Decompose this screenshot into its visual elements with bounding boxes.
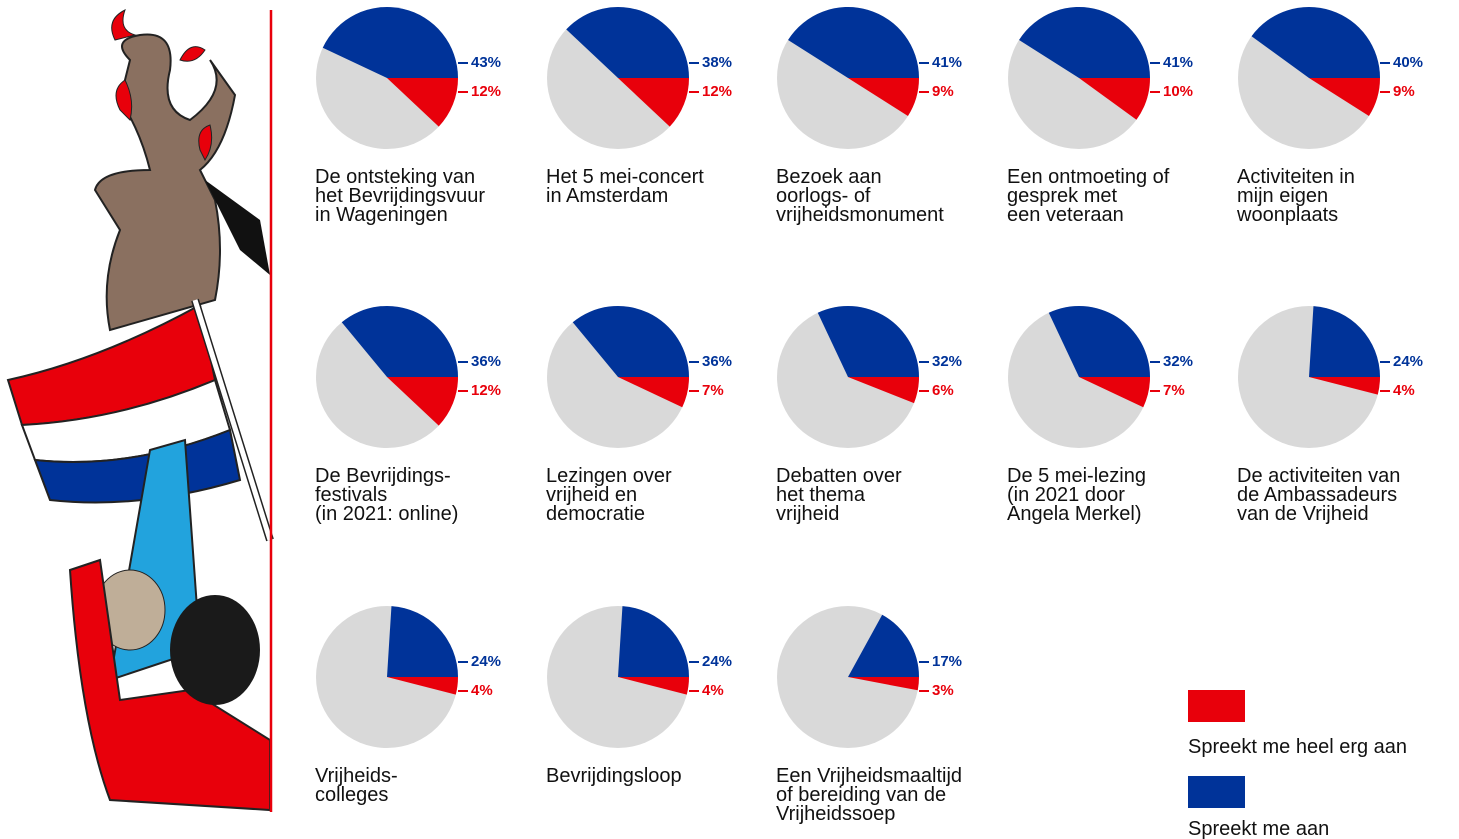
legend-label: Spreekt me aan xyxy=(1188,818,1329,839)
legend-label: Spreekt me heel erg aan xyxy=(1188,736,1407,759)
category-label: Een Vrijheidsmaaltijd of bereiding van d… xyxy=(776,767,986,824)
value-label: 4% xyxy=(1393,382,1415,399)
illustration xyxy=(8,10,270,810)
category-label: Een ontmoeting of gesprek met een vetera… xyxy=(1007,168,1217,225)
value-label: 36% xyxy=(471,353,501,370)
category-label: Het 5 mei-concert in Amsterdam xyxy=(546,168,756,206)
category-label: Activiteiten in mijn eigen woonplaats xyxy=(1237,168,1447,225)
legend-swatch xyxy=(1188,690,1245,722)
category-label: Bezoek aan oorlogs- of vrijheidsmonument xyxy=(776,168,986,225)
value-label: 40% xyxy=(1393,54,1423,71)
value-label: 10% xyxy=(1163,83,1193,100)
chart: 43% 12% 38% 12% 41% 9% 41% 10% 40% 9% 36% 12% 36% 7% 3… xyxy=(0,0,1459,839)
value-label: 4% xyxy=(471,682,493,699)
value-label: 32% xyxy=(932,353,962,370)
category-label: De ontsteking van het Bevrijdingsvuur in… xyxy=(315,168,525,225)
pie-slice xyxy=(618,606,689,677)
value-label: 24% xyxy=(471,653,501,670)
value-label: 43% xyxy=(471,54,501,71)
value-label: 12% xyxy=(702,83,732,100)
pie-slice xyxy=(387,606,458,677)
value-label: 4% xyxy=(702,682,724,699)
category-label: Lezingen over vrijheid en democratie xyxy=(546,467,756,524)
value-label: 7% xyxy=(1163,382,1185,399)
value-label: 6% xyxy=(932,382,954,399)
category-label: Vrijheids- colleges xyxy=(315,767,525,805)
value-label: 9% xyxy=(932,83,954,100)
page: 43% 12% 38% 12% 41% 9% 41% 10% 40% 9% 36% 12% 36% 7% 3… xyxy=(0,0,1459,839)
value-label: 17% xyxy=(932,653,962,670)
value-label: 38% xyxy=(702,54,732,71)
category-label: Bevrijdingsloop xyxy=(546,767,756,786)
value-label: 24% xyxy=(1393,353,1423,370)
value-label: 36% xyxy=(702,353,732,370)
pie-slice xyxy=(1309,306,1380,377)
value-label: 41% xyxy=(1163,54,1193,71)
legend-swatch xyxy=(1188,776,1245,808)
value-label: 41% xyxy=(932,54,962,71)
value-label: 3% xyxy=(932,682,954,699)
category-label: Debatten over het thema vrijheid xyxy=(776,467,986,524)
category-label: De activiteiten van de Ambassadeurs van … xyxy=(1237,467,1447,524)
value-label: 12% xyxy=(471,83,501,100)
value-label: 12% xyxy=(471,382,501,399)
category-label: De 5 mei-lezing (in 2021 door Angela Mer… xyxy=(1007,467,1217,524)
value-label: 24% xyxy=(702,653,732,670)
value-label: 7% xyxy=(702,382,724,399)
value-label: 9% xyxy=(1393,83,1415,100)
value-label: 32% xyxy=(1163,353,1193,370)
category-label: De Bevrijdings- festivals (in 2021: onli… xyxy=(315,467,525,524)
